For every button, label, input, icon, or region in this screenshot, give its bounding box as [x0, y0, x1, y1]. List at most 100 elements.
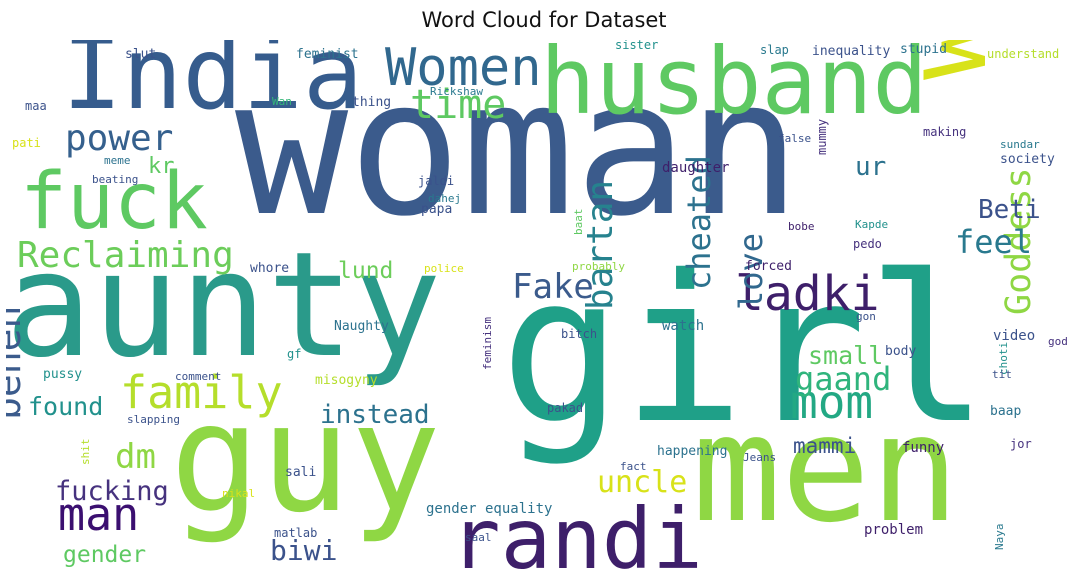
- word-bartan: bartan: [580, 180, 621, 310]
- word-god: god: [1048, 335, 1068, 348]
- word-baap: baap: [990, 404, 1021, 419]
- word-nikal: nikal: [222, 487, 255, 500]
- word-jeans: Jeans: [743, 451, 776, 464]
- word-girl: girl: [500, 232, 989, 468]
- word-guy: guy: [170, 372, 441, 546]
- word-naughty: Naughty: [334, 319, 389, 334]
- word-behen: behen: [6, 306, 29, 420]
- word-sister: sister: [615, 40, 658, 52]
- word-fuck: fuck: [20, 157, 208, 247]
- word-gon: gon: [856, 310, 876, 323]
- word-gaand: gaand: [795, 360, 891, 398]
- word-slapping: slapping: [127, 413, 180, 426]
- word-rickshaw: Rickshaw: [430, 85, 483, 98]
- word-kr: kr: [148, 154, 175, 179]
- word-mummy: mummy: [815, 119, 829, 155]
- word-fact: fact: [620, 460, 647, 473]
- chart-title: Word Cloud for Dataset: [421, 8, 667, 32]
- word-meme: meme: [104, 154, 131, 167]
- word-women: Women: [385, 40, 542, 98]
- word-beti: Beti: [978, 195, 1041, 225]
- word-daughter: daughter: [662, 160, 729, 176]
- word-india: India: [62, 40, 363, 132]
- word-feel: feel: [955, 223, 1032, 261]
- word-fucking: fucking: [55, 476, 169, 507]
- word-understand: understand: [987, 47, 1059, 61]
- word-instead: instead: [320, 400, 430, 430]
- word-beating: beating: [92, 173, 138, 186]
- word-problem: problem: [864, 522, 923, 538]
- word-bobe: bobe: [788, 220, 815, 233]
- word-fake: Fake: [512, 267, 594, 307]
- word-choti: choti: [997, 342, 1010, 375]
- word-sundar: sundar: [1000, 138, 1040, 151]
- word-funny: funny: [902, 440, 944, 456]
- word-feminist: feminist: [296, 47, 359, 62]
- word-baat: baat: [572, 209, 585, 236]
- word-dm: dm: [115, 437, 156, 477]
- word-feminism: feminism: [481, 317, 494, 370]
- word-police: police: [424, 262, 464, 275]
- word-stupid: stupid: [900, 42, 947, 57]
- word-slap: slap: [760, 43, 789, 57]
- word-matlab: matlab: [274, 526, 317, 540]
- word-false: false: [778, 132, 811, 145]
- word-happening: happening: [657, 444, 727, 459]
- word-whore: whore: [250, 261, 289, 276]
- word-biwi: biwi: [270, 534, 337, 567]
- word-sali: sali: [285, 465, 316, 480]
- word-ladki: ladki: [735, 266, 880, 322]
- word-video: video: [993, 328, 1035, 344]
- word-power: power: [65, 118, 173, 159]
- word-dahej: dahej: [428, 192, 461, 205]
- word-papa: papa: [421, 202, 452, 217]
- word-saal: saal: [465, 531, 492, 544]
- word-watch: watch: [662, 318, 704, 334]
- word-tit: tit: [992, 368, 1012, 381]
- word-comment: comment: [175, 370, 221, 383]
- word-uncle: uncle: [597, 465, 687, 500]
- word-making: making: [923, 125, 966, 139]
- word-misogyny: misogyny: [315, 373, 378, 388]
- word-mammi: mammi: [793, 434, 856, 458]
- word-lund: lund: [338, 258, 393, 284]
- word-goddess: Goddess: [999, 167, 1039, 315]
- word-husband: husband: [540, 40, 928, 135]
- word-probably: probably: [572, 260, 625, 273]
- word-inequality: inequality: [812, 44, 890, 59]
- word-reclaiming: Reclaiming: [17, 235, 234, 276]
- word-ur: ur: [855, 152, 886, 182]
- word-wife: wife: [882, 40, 1012, 80]
- word-bitch: bitch: [561, 327, 597, 341]
- word-found: found: [28, 392, 103, 421]
- word-shit: shit: [79, 439, 92, 466]
- word-pussy: pussy: [43, 367, 82, 382]
- word-jor: jor: [1010, 437, 1032, 451]
- word-pakad: pakad: [547, 401, 583, 415]
- word-aunty: aunty: [6, 221, 442, 390]
- word-naya: Naya: [993, 524, 1006, 551]
- word-wan: Wan: [272, 95, 292, 108]
- word-man: man: [58, 488, 139, 541]
- word-family: family: [120, 366, 283, 419]
- word-kapde: Kapde: [855, 218, 888, 231]
- word-thing: thing: [352, 95, 391, 110]
- word-slut: slut: [125, 47, 156, 62]
- word-pati: pati: [12, 136, 41, 150]
- word-small: small: [808, 341, 883, 370]
- word-randi: randi: [450, 490, 703, 576]
- word-cheated: cheated: [680, 155, 718, 290]
- word-society: society: [1000, 152, 1055, 167]
- word-woman: woman: [235, 40, 801, 258]
- word-gender: gender: [63, 542, 146, 568]
- word-maa: maa: [25, 99, 47, 113]
- word-body: body: [885, 344, 916, 359]
- word-men: men: [692, 383, 959, 555]
- word-jaldi: jaldi: [418, 174, 454, 188]
- word-pedo: pedo: [853, 237, 882, 251]
- word-time: time: [410, 82, 506, 128]
- word-gender-equality: gender equality: [426, 501, 552, 517]
- word-gf: gf: [287, 347, 301, 361]
